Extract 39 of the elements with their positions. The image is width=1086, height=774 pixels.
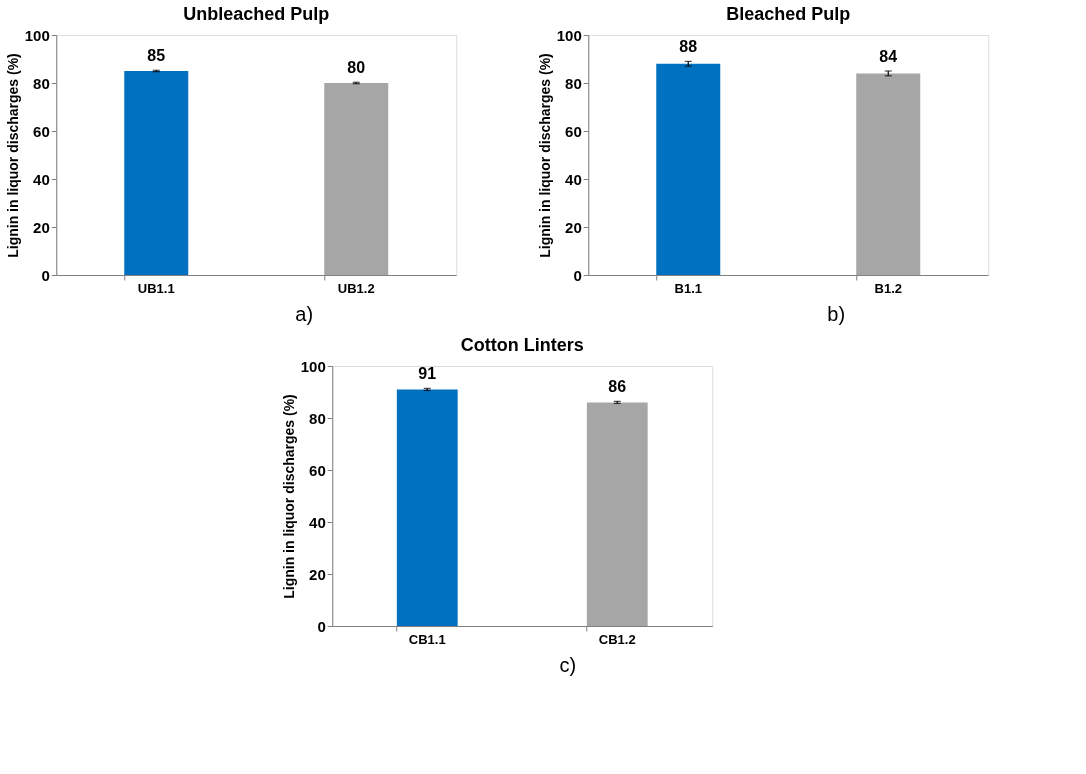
y-tick-label: 20	[565, 218, 582, 236]
y-axis-title: Lignin in liquor discharges (%)	[280, 394, 297, 599]
y-tick-label: 80	[309, 409, 326, 427]
data-label: 88	[679, 38, 698, 56]
data-label: 80	[347, 59, 366, 77]
y-tick-label: 0	[41, 266, 50, 284]
y-tick-label: 20	[309, 565, 326, 583]
y-tick-label: 0	[573, 266, 582, 284]
data-label: 85	[147, 47, 166, 65]
x-tick-label: CB1.2	[598, 631, 636, 647]
chart-title: Cotton Linters	[460, 335, 584, 355]
x-tick-label: B1.1	[674, 280, 702, 296]
text: b)	[827, 303, 846, 325]
chart-title: Bleached Pulp	[726, 4, 851, 24]
y-axis-title: Lignin in liquor discharges (%)	[536, 53, 553, 258]
data-label: 91	[418, 365, 437, 383]
text: a)	[295, 303, 314, 325]
y-tick-label: 0	[317, 617, 326, 635]
y-axis-title: Lignin in liquor discharges (%)	[4, 53, 21, 258]
x-tick-label: UB1.1	[137, 280, 175, 296]
x-tick-label: B1.2	[874, 280, 902, 296]
data-label: 84	[879, 48, 898, 65]
y-tick-label: 80	[33, 74, 50, 92]
y-tick-label: 80	[565, 74, 582, 92]
x-tick-label: CB1.1	[408, 631, 446, 647]
y-tick-label: 60	[565, 122, 582, 140]
y-tick-label: 20	[33, 218, 50, 236]
y-tick-label: 100	[556, 26, 582, 44]
text: c)	[559, 654, 577, 676]
data-label: 86	[608, 378, 627, 396]
x-tick-label: UB1.2	[337, 280, 375, 296]
y-tick-label: 100	[300, 357, 326, 375]
y-tick-label: 40	[309, 513, 326, 531]
chart-title: Unbleached Pulp	[183, 4, 330, 24]
y-tick-label: 60	[309, 461, 326, 479]
y-tick-label: 60	[33, 122, 50, 140]
y-tick-label: 40	[565, 170, 582, 188]
y-tick-label: 100	[24, 26, 50, 44]
y-tick-label: 40	[33, 170, 50, 188]
